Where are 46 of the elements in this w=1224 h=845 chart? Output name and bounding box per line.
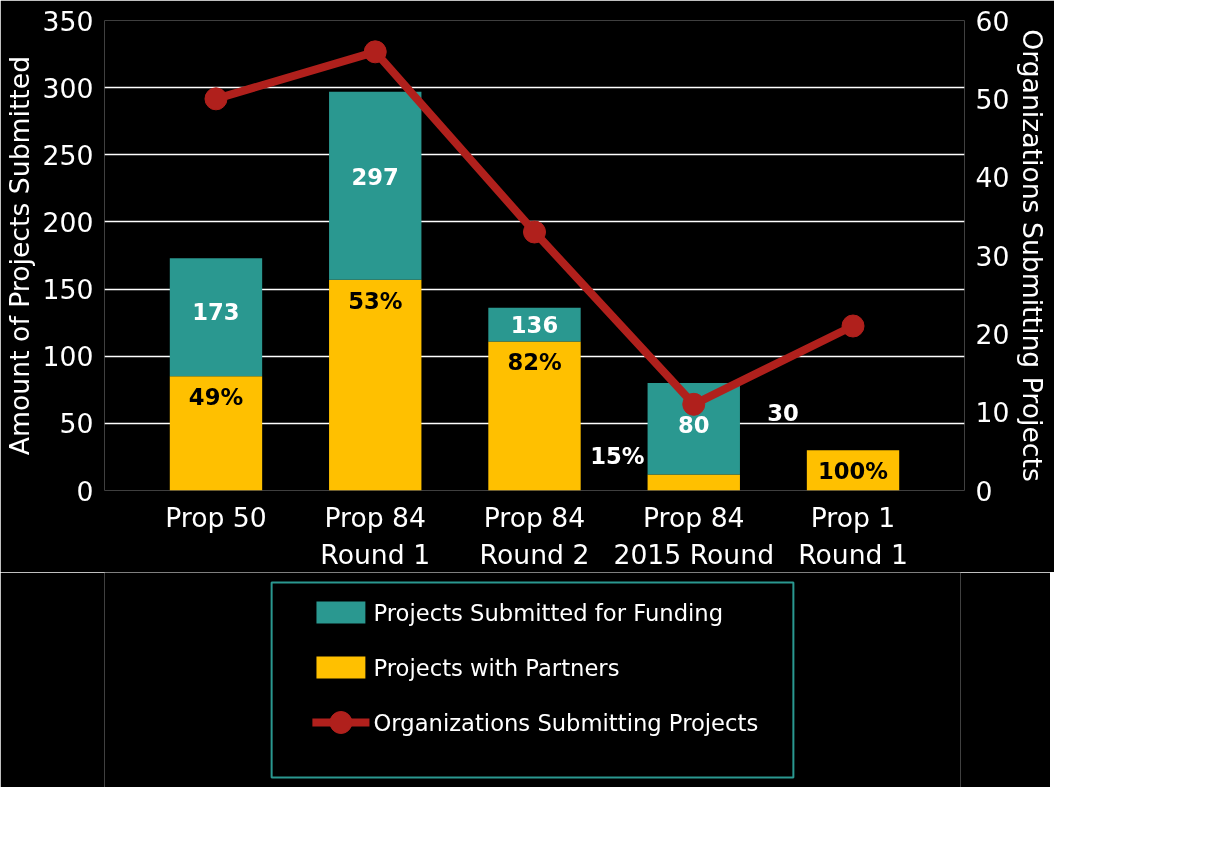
bar (488, 341, 581, 491)
y2-tick-label: 0 (975, 475, 993, 507)
point (363, 40, 387, 64)
x-tick-label: Prop 1 Round 1 (798, 501, 908, 570)
y-tick-label: 150 (42, 274, 94, 306)
annotation: 49% (188, 384, 244, 411)
point (204, 87, 228, 111)
y2-tick-label: 10 (975, 397, 1010, 429)
y2-tick-label: 30 (975, 240, 1010, 272)
y-axis-title: Amount of Projects Submitted (3, 55, 35, 456)
y-tick-label: 50 (59, 408, 94, 440)
annotation: 53% (348, 287, 403, 314)
y-tick-label: 350 (42, 5, 94, 37)
total-label: 173 (192, 298, 240, 325)
x-tick-label: Prop 50 (165, 501, 267, 533)
total-label: 30 (767, 399, 799, 426)
annotation: 15% (590, 443, 645, 470)
total-label: 297 (351, 163, 399, 190)
legend-label: Projects with Partners (373, 654, 620, 681)
bar (169, 376, 263, 491)
x-tick-label: Prop 84 Round 2 (479, 501, 590, 570)
point (841, 314, 865, 338)
y-tick-label: 100 (42, 341, 94, 373)
y-tick-label: 300 (42, 72, 94, 104)
annotation: 82% (507, 349, 562, 376)
y2-tick-label: 20 (975, 318, 1010, 350)
y2-tick-label: 50 (975, 83, 1010, 115)
x-tick-label: Prop 84 2015 Round (613, 501, 775, 570)
bar (329, 279, 422, 491)
x-tick-label: Prop 84 Round 1 (320, 501, 431, 570)
point (523, 220, 546, 244)
total-label: 80 (678, 411, 710, 438)
y2-tick-label: 60 (975, 5, 1010, 37)
y-tick-label: 200 (42, 206, 94, 238)
legend-label: Organizations Submitting Projects (373, 709, 759, 736)
bar (647, 474, 740, 491)
y-tick-label: 250 (42, 139, 94, 171)
bar (329, 91, 422, 280)
y-tick-label: 0 (76, 475, 94, 507)
bar (169, 258, 263, 377)
annotation: 100% (818, 458, 889, 485)
point (682, 392, 706, 416)
y2-tick-label: 40 (975, 162, 1010, 194)
y2-axis-title: Organizations Submitting Projects (1017, 29, 1049, 482)
total-label: 136 (510, 312, 559, 339)
legend-label: Projects Submitted for Funding (373, 599, 724, 626)
